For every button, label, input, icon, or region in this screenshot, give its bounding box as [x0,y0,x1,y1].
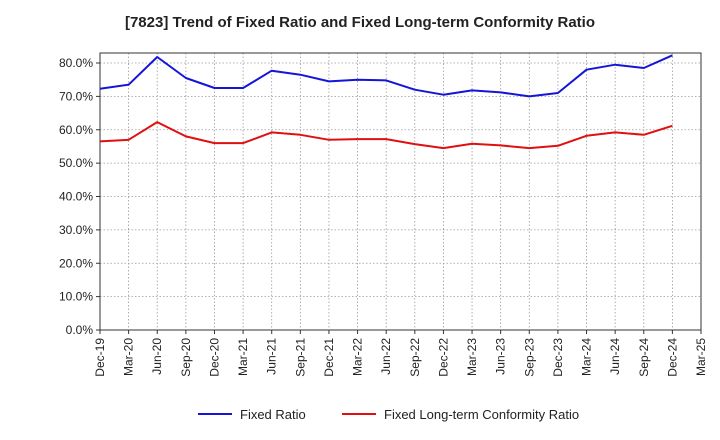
x-tick-label: Mar-23 [465,338,479,376]
y-tick-label: 40.0% [59,190,93,204]
x-tick-label: Dec-19 [93,338,107,377]
x-tick-label: Sep-24 [637,338,651,377]
x-tick-label: Mar-24 [580,338,594,376]
x-tick-label: Mar-20 [122,338,136,376]
x-tick-label: Dec-20 [207,338,221,377]
y-tick-label: 50.0% [59,156,93,170]
x-tick-label: Mar-22 [351,338,365,376]
x-tick-label: Sep-20 [179,338,193,377]
x-tick-label: Sep-22 [408,338,422,377]
y-tick-label: 0.0% [66,323,94,337]
x-tick-label: Dec-24 [665,338,679,377]
x-tick-label: Jun-21 [265,338,279,375]
y-tick-label: 60.0% [59,123,93,137]
x-tick-label: Dec-21 [322,338,336,377]
x-tick-label: Jun-23 [494,338,508,375]
y-tick-label: 70.0% [59,89,93,103]
x-tick-label: Dec-23 [551,338,565,377]
legend-label: Fixed Long-term Conformity Ratio [384,407,579,422]
x-tick-label: Sep-23 [522,338,536,377]
plot-frame [99,52,702,331]
y-tick-label: 80.0% [59,56,93,70]
x-tick-label: Jun-22 [379,338,393,375]
x-tick-label: Sep-21 [293,338,307,377]
x-tick-label: Jun-24 [608,338,622,375]
x-tick-label: Mar-21 [236,338,250,376]
chart-title: [7823] Trend of Fixed Ratio and Fixed Lo… [124,14,596,31]
x-tick-label: Dec-22 [436,338,450,377]
series-line-fixed-long-term-conformity-ratio [99,121,673,150]
y-tick-label: 30.0% [59,223,93,237]
series-line-fixed-ratio [99,54,673,98]
legend-label: Fixed Ratio [240,407,306,422]
x-tick-label: Jun-20 [150,338,164,375]
y-tick-label: 10.0% [59,290,93,304]
x-tick-label: Mar-25 [694,338,708,376]
y-tick-label: 20.0% [59,256,93,270]
